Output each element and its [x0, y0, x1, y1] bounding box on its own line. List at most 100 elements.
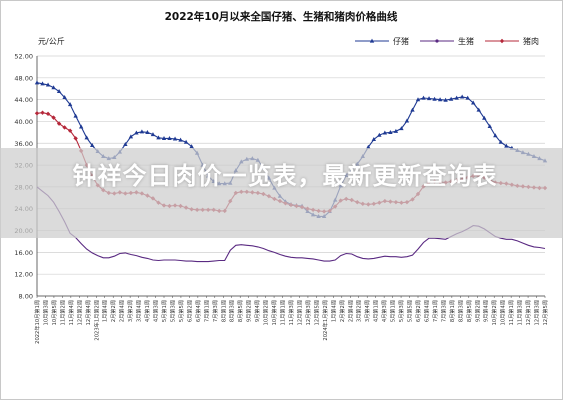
data-point [123, 141, 128, 146]
data-point [388, 129, 393, 134]
x-tick-label: 10月第2周 [262, 300, 270, 325]
x-tick-label: 10月第2周 [490, 300, 498, 325]
x-tick-label: 2月第4周 [346, 300, 354, 322]
data-point [139, 129, 145, 134]
data-point [34, 80, 40, 85]
x-tick-label: 6月第2周 [414, 300, 422, 322]
banner-title: 钟祥今日肉价一览表，最新更新查询表 [72, 162, 498, 190]
data-point [410, 107, 415, 112]
x-tick-label: 3月第4周 [363, 300, 371, 322]
x-tick-label: 12月第5周 [541, 300, 549, 325]
x-tick-label: 4月第1周 [372, 300, 380, 322]
x-tick-label: 3月第2周 [126, 300, 134, 322]
x-tick-label: 7月第3周 [439, 300, 447, 322]
data-point [172, 136, 178, 141]
x-tick-label: 5月第5周 [406, 300, 414, 322]
x-tick-label: 12月第3周 [533, 300, 541, 325]
x-tick-label: 6月第4周 [422, 300, 430, 322]
x-tick-label: 11月第1周 [279, 300, 287, 325]
data-point [399, 126, 404, 131]
x-tick-label: 6月第2周 [185, 300, 193, 322]
x-tick-label: 9月第2周 [245, 300, 253, 322]
x-tick-label: 8月第1周 [219, 300, 227, 322]
data-point [62, 125, 67, 130]
data-point [145, 129, 150, 134]
x-tick-label: 10月第4周 [270, 300, 278, 325]
legend-label: 生猪 [458, 36, 474, 46]
data-point [487, 123, 492, 128]
x-tick-label: 5月第3周 [397, 300, 405, 322]
data-point [67, 128, 73, 133]
x-tick-label: 1月第4周 [101, 300, 109, 322]
data-point [62, 95, 67, 100]
data-point [167, 135, 172, 140]
x-tick-label: 11月第1周 [507, 300, 515, 325]
data-point [34, 111, 40, 116]
data-point [377, 132, 382, 137]
x-tick-label: 8月第3周 [228, 300, 236, 322]
legend-entry: 仔猪 [355, 36, 409, 46]
data-point [128, 134, 134, 139]
x-tick-label: 3月第2周 [355, 300, 363, 322]
legend-entry: 生猪 [420, 36, 474, 46]
data-point [84, 135, 89, 140]
legend-label: 仔猪 [393, 36, 409, 46]
x-tick-label: 11月第4周 [67, 300, 75, 325]
x-tick-label: 10月第4周 [499, 300, 507, 325]
data-point [189, 144, 194, 149]
data-point [366, 144, 371, 149]
data-point [404, 118, 410, 123]
data-point [465, 95, 470, 100]
data-point [382, 130, 388, 135]
y-tick-label: 12.00 [14, 271, 33, 279]
x-tick-label: 10月第3周 [41, 300, 49, 325]
data-point [498, 139, 504, 144]
x-tick-label: 11月第2周 [58, 300, 66, 325]
data-point [183, 139, 189, 144]
x-tick-label: 11月第3周 [516, 300, 524, 325]
data-point [90, 143, 95, 148]
data-point [40, 81, 45, 86]
y-tick-label: 48.00 [14, 74, 33, 82]
x-tick-label: 10月第5周 [50, 300, 58, 325]
data-point [493, 133, 498, 138]
x-tick-label: 5月第5周 [177, 300, 185, 322]
x-tick-label: 5月第1周 [389, 300, 397, 322]
x-tick-label: 7月第1周 [431, 300, 439, 322]
x-tick-label: 4月第1周 [143, 300, 151, 322]
caption-banner [0, 148, 563, 238]
legend-marker [499, 38, 505, 44]
data-point [371, 137, 377, 142]
x-tick-label: 12月第1周 [295, 300, 303, 325]
x-tick-label: 12月第2周 [75, 300, 83, 325]
x-tick-label: 2月第2周 [109, 300, 117, 322]
data-point [476, 107, 481, 112]
legend-marker [435, 39, 439, 43]
y-tick-label: 36.00 [14, 140, 33, 148]
data-point [161, 135, 167, 140]
x-tick-label: 3月第4周 [135, 300, 143, 322]
data-point [421, 95, 426, 100]
legend-marker [369, 38, 375, 43]
data-point [471, 100, 476, 105]
data-point [56, 89, 62, 94]
data-point [443, 97, 448, 102]
x-tick-label: 12月第3周 [304, 300, 312, 325]
x-tick-label: 2月第2周 [338, 300, 346, 322]
x-tick-label: 12月第1周 [524, 300, 532, 325]
chart-title: 2022年10月以来全国仔猪、生猪和猪肉价格曲线 [165, 10, 398, 23]
data-point [393, 128, 399, 133]
data-point [459, 94, 465, 99]
x-tick-label: 9月第2周 [473, 300, 481, 322]
data-point [156, 135, 161, 140]
data-point [78, 124, 84, 129]
x-tick-label: 2024年1月第2周 [321, 300, 329, 341]
data-point [51, 115, 56, 120]
y-tick-label: 44.00 [14, 96, 33, 104]
data-point [45, 111, 51, 117]
x-tick-label: 1月第4周 [329, 300, 337, 322]
x-tick-label: 2022年10月第1周 [33, 300, 41, 344]
x-tick-label: 7月第1周 [202, 300, 210, 322]
x-tick-label: 8月第3周 [456, 300, 464, 322]
x-tick-label: 7月第3周 [211, 300, 219, 322]
